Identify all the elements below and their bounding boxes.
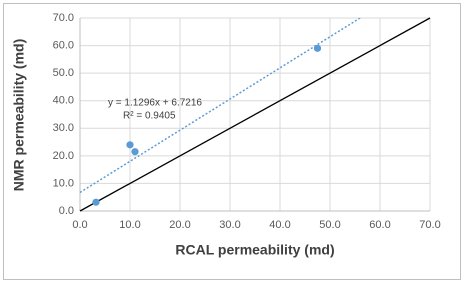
point xyxy=(131,148,139,156)
x-tick-label: 50.0 xyxy=(319,219,340,231)
y-tick-label: 50.0 xyxy=(53,67,74,79)
y-tick-label: 70.0 xyxy=(53,12,74,24)
trendline-equation: y = 1.1296x + 6.7216 xyxy=(108,98,202,109)
trendline-r2: R² = 0.9405 xyxy=(123,111,176,122)
x-tick-label: 30.0 xyxy=(219,219,240,231)
y-tick-label: 20.0 xyxy=(53,150,74,162)
x-tick-label: 60.0 xyxy=(369,219,390,231)
point xyxy=(92,198,100,206)
y-tick-label: 0.0 xyxy=(59,205,74,217)
trendline xyxy=(80,18,362,194)
y-tick-label: 40.0 xyxy=(53,95,74,107)
y-tick-label: 10.0 xyxy=(53,177,74,189)
x-axis-title: RCAL permeability (md) xyxy=(175,242,334,258)
x-tick-label: 40.0 xyxy=(269,219,290,231)
y-tick-label: 30.0 xyxy=(53,122,74,134)
identity-line xyxy=(79,17,431,212)
y-tick-label: 60.0 xyxy=(53,39,74,51)
x-tick-label: 20.0 xyxy=(169,219,190,231)
point xyxy=(313,44,322,52)
point xyxy=(126,141,134,149)
x-tick-label: 0.0 xyxy=(72,219,87,231)
x-tick-label: 70.0 xyxy=(419,219,440,231)
y-axis-title: NMR permeability (md) xyxy=(11,39,27,191)
x-tick-label: 10.0 xyxy=(119,219,140,231)
